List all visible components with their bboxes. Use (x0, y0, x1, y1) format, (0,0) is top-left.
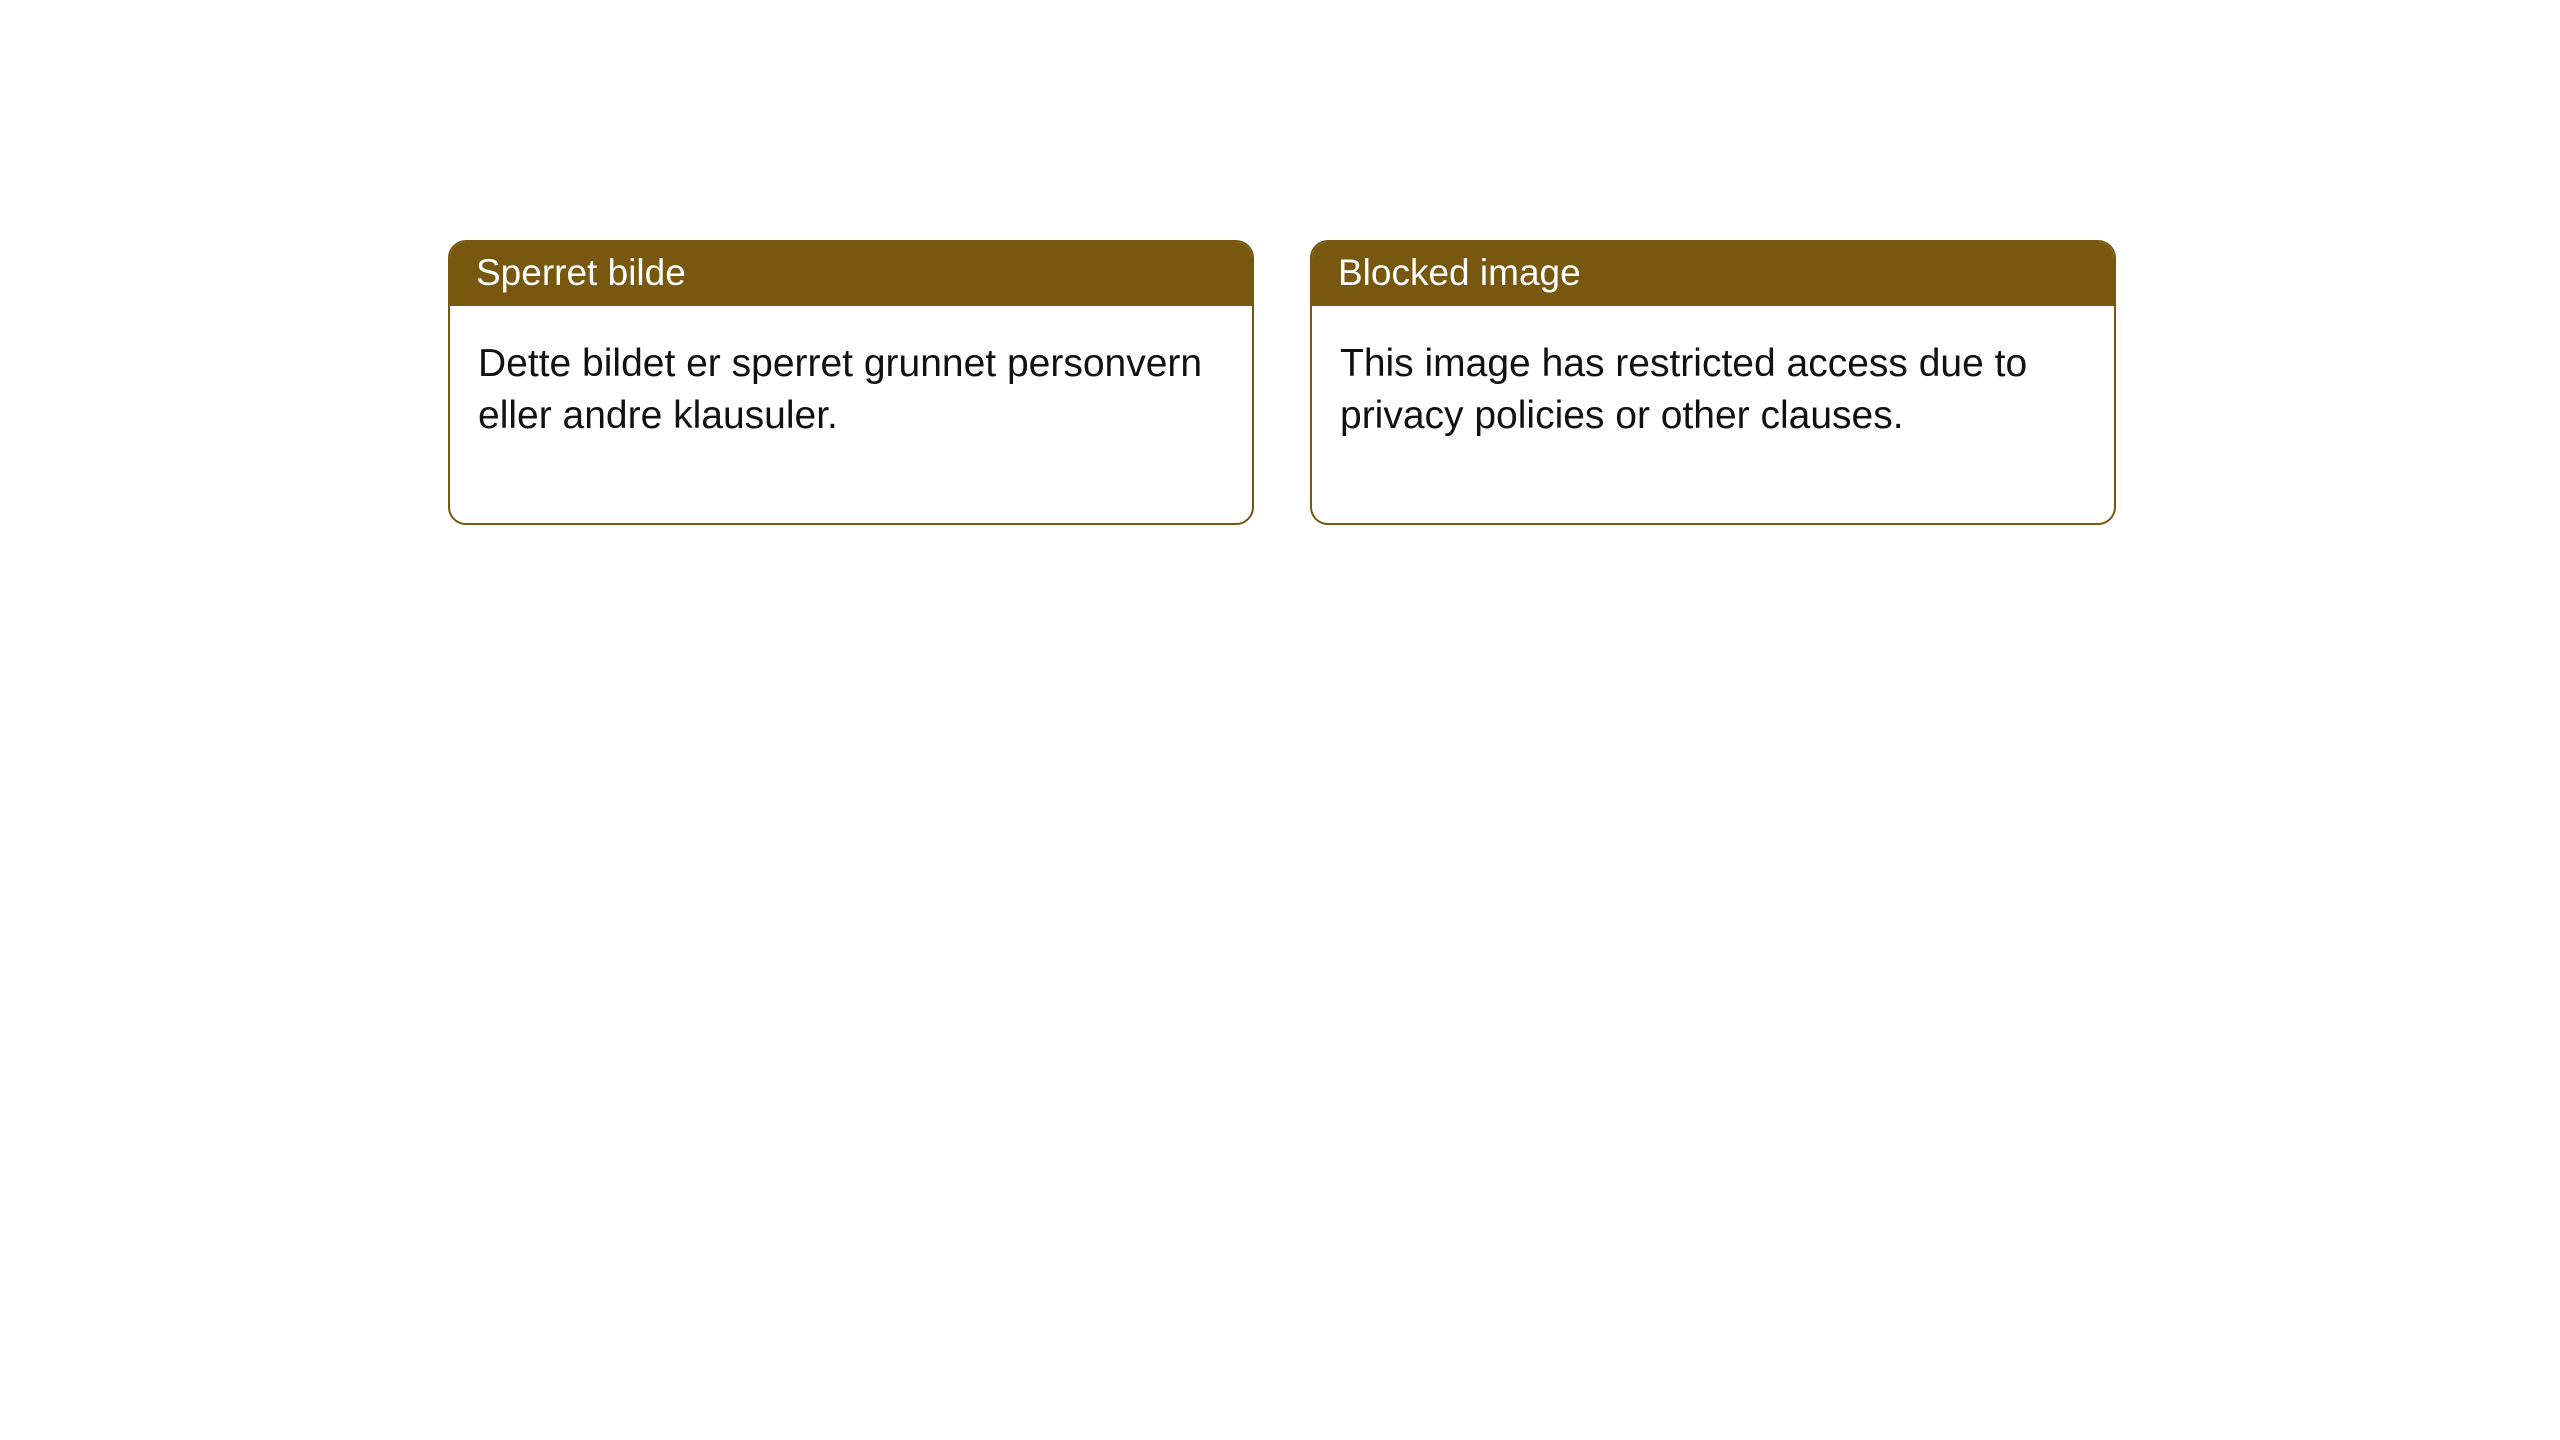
notice-body-norwegian: Dette bildet er sperret grunnet personve… (450, 306, 1252, 523)
notice-box-english: Blocked image This image has restricted … (1310, 240, 2116, 525)
notice-title-english: Blocked image (1312, 242, 2114, 306)
notice-box-norwegian: Sperret bilde Dette bildet er sperret gr… (448, 240, 1254, 525)
notice-body-english: This image has restricted access due to … (1312, 306, 2114, 523)
notice-title-norwegian: Sperret bilde (450, 242, 1252, 306)
notice-container: Sperret bilde Dette bildet er sperret gr… (0, 0, 2560, 525)
